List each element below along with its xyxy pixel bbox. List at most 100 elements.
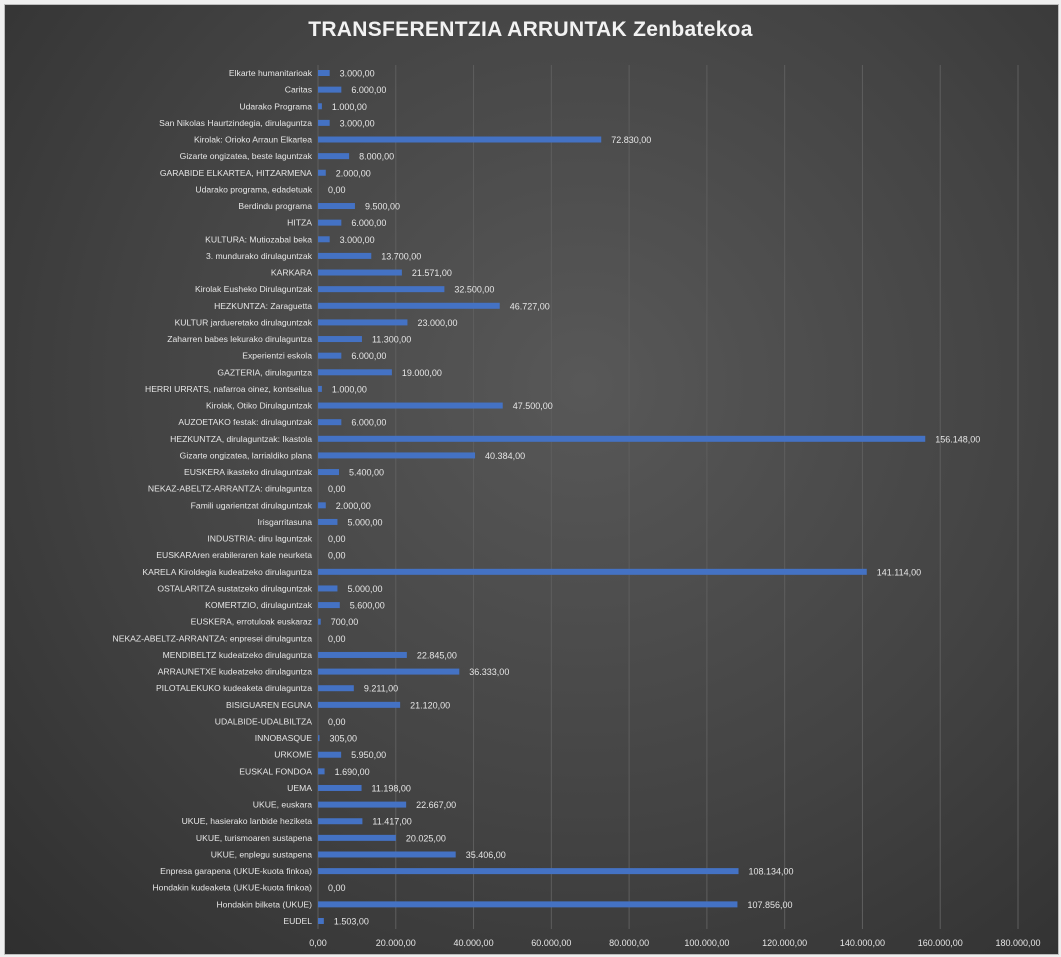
category-label: GAZTERIA, dirulaguntza [217, 367, 312, 377]
category-label: Enpresa garapena (UKUE-kuota finkoa) [160, 866, 312, 876]
data-label: 0,00 [328, 551, 346, 561]
category-label: EUSKARAren erabileraren kale neurketa [156, 550, 312, 560]
x-tick-label: 120.000,00 [762, 938, 807, 948]
category-label: URKOME [274, 750, 312, 760]
x-tick-label: 180.000,00 [995, 938, 1040, 948]
data-label: 0,00 [328, 883, 346, 893]
category-label: Udarako Programa [239, 101, 312, 111]
category-label: Hondakin kudeaketa (UKUE-kuota finkoa) [152, 883, 312, 893]
data-label: 19.000,00 [402, 368, 442, 378]
data-label: 40.384,00 [485, 451, 525, 461]
bar [318, 419, 341, 425]
category-label: AUZOETAKO festak: dirulaguntzak [178, 417, 312, 427]
bar [318, 286, 444, 292]
bar [318, 386, 322, 392]
category-label: INNOBASQUE [255, 733, 313, 743]
data-label: 1.503,00 [334, 917, 369, 927]
data-label: 1.000,00 [332, 102, 367, 112]
bar [318, 785, 362, 791]
data-label: 141.114,00 [877, 567, 921, 577]
category-label: EUSKAL FONDOA [239, 766, 312, 776]
category-label: Irisgarritasuna [258, 517, 313, 527]
bar [318, 336, 362, 342]
bar [318, 70, 330, 76]
bar [318, 619, 321, 625]
bar [318, 519, 337, 525]
data-label: 9.500,00 [365, 202, 400, 212]
category-label: BISIGUAREN EGUNA [226, 700, 312, 710]
data-label: 6.000,00 [351, 351, 386, 361]
bar [318, 253, 371, 259]
data-label: 0,00 [328, 534, 346, 544]
data-label: 5.400,00 [349, 468, 384, 478]
bar [318, 236, 330, 242]
category-label: KARKARA [271, 268, 312, 278]
category-label: Experientzi eskola [242, 351, 312, 361]
bar [318, 353, 341, 359]
category-label: Famili ugarientzat dirulaguntzak [191, 500, 313, 510]
category-label: GARABIDE ELKARTEA, HITZARMENA [160, 168, 312, 178]
bar [318, 851, 456, 857]
bar [318, 469, 339, 475]
data-label: 156.148,00 [935, 434, 980, 444]
bar [318, 918, 324, 924]
category-label: Udarako programa, edadetuak [195, 184, 312, 194]
x-axis-ticks: 0,00 20.000,00 40.000,00 60.000,00 80.000,00… [309, 938, 1040, 948]
category-label: OSTALARITZA sustatzeko dirulaguntzak [157, 583, 312, 593]
category-label: NEKAZ-ABELTZ-ARRANTZA: dirulaguntza [148, 484, 312, 494]
data-label: 6.000,00 [351, 218, 386, 228]
data-label: 22.845,00 [417, 650, 457, 660]
data-label: 3.000,00 [340, 235, 375, 245]
data-label: 2.000,00 [336, 501, 371, 511]
data-label: 22.667,00 [416, 800, 456, 810]
category-label: Berdindu programa [238, 201, 312, 211]
bar [318, 602, 340, 608]
category-label: EUSKERA ikasteko dirulaguntzak [184, 467, 313, 477]
data-label: 21.571,00 [412, 268, 452, 278]
bar [318, 220, 341, 226]
category-label: 3. mundurako dirulaguntzak [206, 251, 313, 261]
data-label: 20.025,00 [406, 833, 446, 843]
data-label: 3.000,00 [340, 118, 375, 128]
data-label: 8.000,00 [359, 152, 394, 162]
bar [318, 818, 362, 824]
data-label: 72.830,00 [611, 135, 651, 145]
category-label: HERRI URRATS, nafarroa oinez, kontseilua [145, 384, 312, 394]
category-label: KULTURA: Mutiozabal beka [205, 234, 312, 244]
category-label: Zaharren babes lekurako dirulaguntza [167, 334, 312, 344]
bar [318, 569, 867, 575]
x-tick-label: 60.000,00 [531, 938, 571, 948]
category-label: Kirolak Eusheko Dirulaguntzak [195, 284, 313, 294]
data-label: 5.000,00 [347, 584, 382, 594]
bar [318, 901, 737, 907]
bar [318, 319, 407, 325]
data-label: 13.700,00 [381, 251, 421, 261]
data-label: 107.856,00 [747, 900, 792, 910]
data-labels: 3.000,00 6.000,00 1.000,00 3.000,00 72.830,0… [328, 69, 980, 927]
category-label: Caritas [285, 85, 312, 95]
category-label: EUDEL [283, 916, 312, 926]
bar [318, 270, 402, 276]
category-label: NEKAZ-ABELTZ-ARRANTZA: enpresei dirulagu… [113, 633, 313, 643]
x-tick-label: 160.000,00 [918, 938, 963, 948]
bar [318, 835, 396, 841]
bar [318, 502, 326, 508]
category-label: INDUSTRIA: diru laguntzak [207, 534, 312, 544]
bar [318, 802, 406, 808]
category-label: UDALBIDE-UDALBILTZA [215, 716, 313, 726]
data-label: 23.000,00 [417, 318, 457, 328]
bar [318, 170, 326, 176]
data-label: 0,00 [328, 717, 346, 727]
category-label: Hondakin bilketa (UKUE) [216, 899, 312, 909]
data-label: 9.211,00 [364, 684, 398, 694]
bar [318, 403, 503, 409]
data-label: 6.000,00 [351, 418, 386, 428]
data-label: 6.000,00 [351, 85, 386, 95]
category-labels: Elkarte humanitarioak Caritas Udarako Prog… [113, 68, 313, 926]
bar [318, 369, 392, 375]
bar [318, 669, 459, 675]
category-label: PILOTALEKUKO kudeaketa dirulaguntza [156, 683, 312, 693]
category-label: KARELA Kiroldegia kudeatzeko dirulaguntz… [142, 567, 312, 577]
bar [318, 735, 320, 741]
